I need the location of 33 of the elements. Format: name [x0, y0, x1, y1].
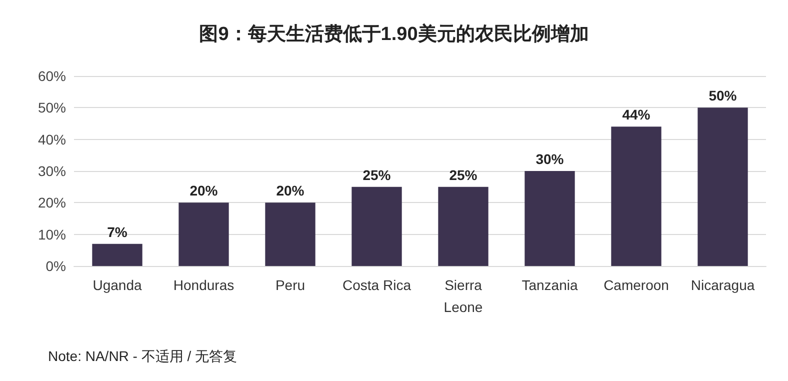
data-label: 20%: [276, 182, 305, 199]
bar: [265, 202, 316, 266]
bar: [352, 186, 402, 266]
bar: [438, 186, 488, 266]
x-tick-label: Nicaragua: [690, 277, 755, 293]
x-tick-label: Honduras: [173, 277, 234, 293]
data-label: 30%: [536, 151, 564, 167]
y-tick-label: 10%: [38, 226, 66, 242]
bar: [698, 108, 748, 266]
y-tick-label: 0%: [46, 258, 66, 274]
x-tick-label: Peru: [275, 277, 306, 293]
data-label: 20%: [190, 182, 218, 199]
data-label: 44%: [622, 106, 651, 123]
y-tick-label: 60%: [38, 68, 66, 84]
y-tick-label: 50%: [38, 100, 66, 116]
bar: [611, 126, 662, 266]
text: Note: NA/NR - 不适用 / 无答复: [48, 348, 238, 364]
chart-title: 图9：每天生活费低于1.90美元的农民比例增加: [199, 23, 589, 45]
data-label: 25%: [362, 166, 392, 183]
bar: [524, 171, 575, 266]
x-tick-label: Sierra Leone: [444, 277, 483, 315]
x-tick-label: Uganda: [92, 277, 142, 293]
x-tick-label: Costa Rica: [342, 277, 412, 293]
bar: [178, 202, 229, 266]
bar: [92, 244, 142, 266]
data-label: 50%: [708, 88, 738, 104]
x-tick-label: Cameroon: [604, 277, 669, 293]
y-tick-label: 30%: [38, 163, 66, 179]
data-label: 25%: [449, 166, 478, 183]
y-tick-label: 40%: [38, 131, 66, 148]
data-label: 7%: [107, 224, 128, 240]
y-tick-label: 20%: [38, 194, 66, 211]
x-tick-label: Tanzania: [522, 277, 578, 293]
